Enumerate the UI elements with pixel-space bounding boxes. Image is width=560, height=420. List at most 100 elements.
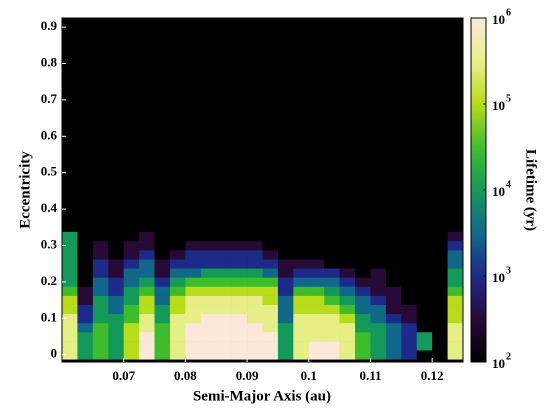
heat-cell: [262, 322, 279, 333]
heat-cell: [231, 259, 248, 269]
heat-cell: [447, 240, 464, 251]
heat-cell: [308, 259, 325, 269]
heat-cell: [62, 231, 78, 242]
heat-cell: [416, 304, 433, 315]
heat-cell: [370, 295, 387, 305]
plot-frame: [61, 17, 464, 363]
heat-cell: [432, 259, 448, 269]
heat-cell: [293, 259, 310, 269]
heat-cell: [154, 231, 171, 242]
heat-cell: [339, 231, 356, 242]
heat-cell: [231, 350, 248, 360]
heat-cell: [447, 295, 464, 305]
heat-cell: [108, 304, 124, 315]
heat-cell: [324, 331, 340, 342]
heat-cell: [185, 259, 202, 269]
heat-cell: [139, 277, 155, 287]
heat-cell: [308, 331, 325, 342]
heat-cell: [416, 268, 433, 278]
heat-cell: [108, 268, 124, 278]
heat-cell: [139, 313, 155, 324]
heat-cell: [277, 240, 294, 251]
heat-cell: [231, 322, 248, 333]
heat-cell: [401, 341, 418, 351]
heat-cell: [355, 268, 371, 278]
heat-cell: [262, 231, 279, 242]
heat-cell: [324, 295, 340, 305]
heat-cell: [355, 240, 371, 251]
heat-cell: [77, 277, 94, 287]
colorbar-tick-exponent: 3: [506, 265, 511, 276]
heat-cell: [139, 341, 155, 351]
heat-cell: [92, 341, 109, 351]
heat-cell: [293, 341, 310, 351]
heat-cell: [77, 350, 94, 360]
heat-cell: [308, 231, 325, 242]
heat-cell: [370, 277, 387, 287]
y-tick-label: 0.5: [41, 164, 58, 179]
heat-cell: [247, 286, 263, 296]
heat-cell: [370, 313, 387, 324]
heat-cell: [277, 277, 294, 287]
heat-cell: [247, 313, 263, 324]
heat-cell: [200, 341, 217, 351]
heat-cell: [216, 268, 232, 278]
heat-cell: [185, 313, 202, 324]
heat-cell: [247, 304, 263, 315]
x-tick-label: 0.07: [112, 368, 135, 383]
colorbar-tick-exponent: 2: [506, 351, 511, 362]
heat-cell: [370, 304, 387, 315]
colorbar-tick-label: 10: [492, 270, 505, 285]
heat-cell: [216, 341, 232, 351]
heat-cell: [154, 259, 171, 269]
heat-cell: [169, 331, 186, 342]
heat-cell: [416, 277, 433, 287]
heat-cell: [139, 250, 155, 260]
heat-cell: [262, 313, 279, 324]
heat-cell: [401, 259, 418, 269]
heat-cell: [231, 313, 248, 324]
heat-cell: [108, 313, 124, 324]
heat-cell: [77, 322, 94, 333]
heat-cell: [324, 268, 340, 278]
heat-cell: [216, 331, 232, 342]
colorbar-tick-label: 10: [492, 184, 505, 199]
heat-cell: [231, 286, 248, 296]
heat-cell: [92, 313, 109, 324]
heat-cell: [277, 259, 294, 269]
heat-cell: [262, 304, 279, 315]
heat-cell: [262, 286, 279, 296]
heat-cell: [339, 240, 356, 251]
heat-cell: [324, 259, 340, 269]
heat-cell: [123, 250, 140, 260]
heat-cell: [432, 277, 448, 287]
heat-cell: [139, 240, 155, 251]
heat-cell: [339, 259, 356, 269]
heat-cell: [247, 240, 263, 251]
heat-cell: [416, 250, 433, 260]
heat-cell: [277, 295, 294, 305]
heat-cell: [293, 331, 310, 342]
heat-cell: [401, 277, 418, 287]
heat-cell: [247, 295, 263, 305]
heat-cell: [416, 259, 433, 269]
heat-cell: [355, 231, 371, 242]
heat-cell: [62, 268, 78, 278]
heat-cell: [123, 277, 140, 287]
heat-cell: [293, 350, 310, 360]
heat-cell: [216, 322, 232, 333]
heat-cell: [169, 304, 186, 315]
heat-cell: [185, 322, 202, 333]
heat-cell: [277, 341, 294, 351]
heat-cell: [262, 268, 279, 278]
heat-cell: [339, 250, 356, 260]
heat-cell: [185, 240, 202, 251]
heat-cell: [385, 350, 402, 360]
heat-cell: [216, 259, 232, 269]
heat-cell: [262, 350, 279, 360]
heat-cell: [62, 331, 78, 342]
heat-cell: [370, 286, 387, 296]
heat-cell: [447, 341, 464, 351]
heat-cell: [339, 341, 356, 351]
heat-cell: [447, 331, 464, 342]
